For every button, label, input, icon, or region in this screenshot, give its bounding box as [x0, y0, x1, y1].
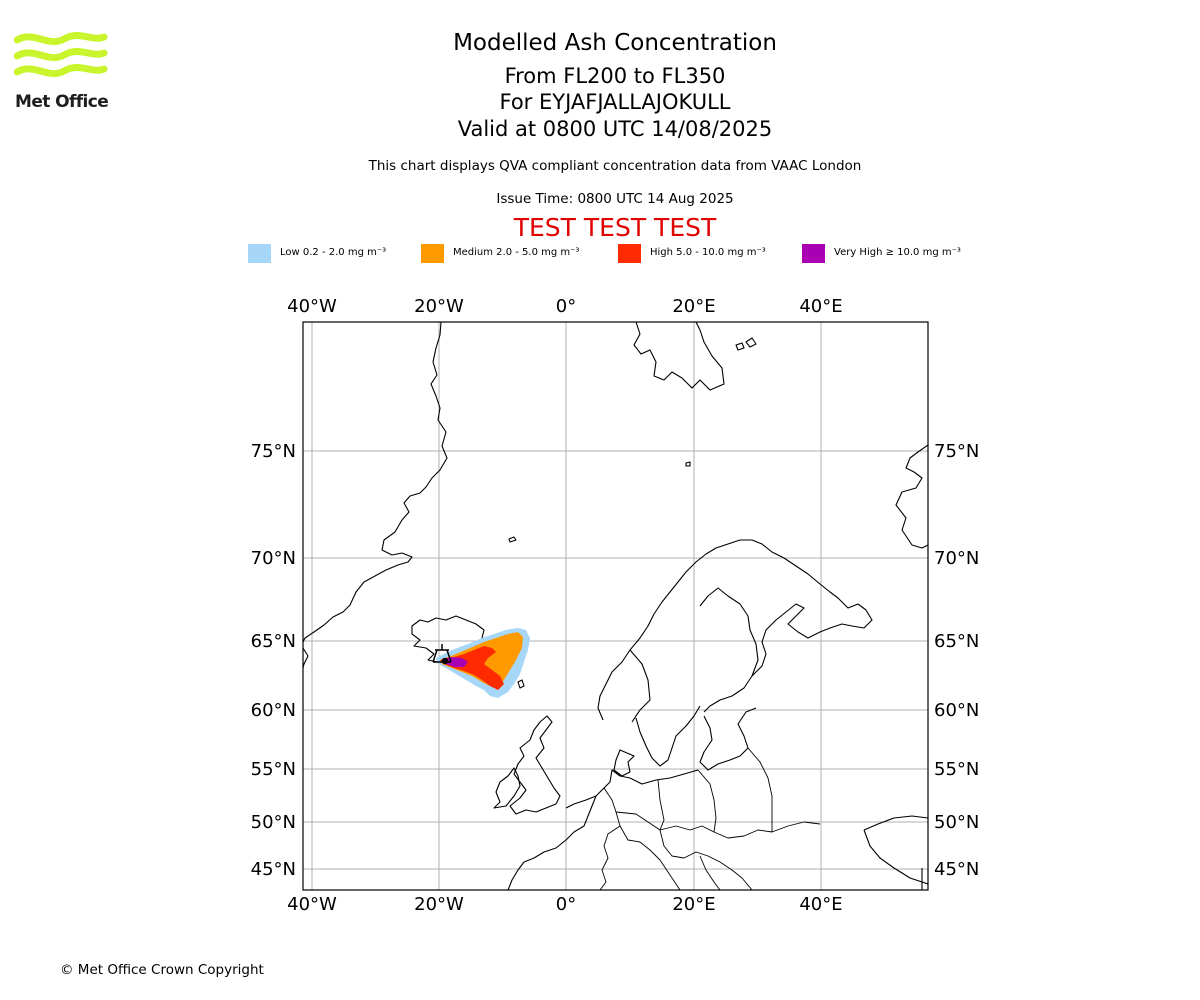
- lat-label-right-65n: 65°N: [934, 631, 979, 652]
- black-sea-coast: [863, 815, 928, 885]
- novaya-zemlya-coast: [895, 444, 928, 549]
- volcano-icon: [432, 644, 452, 665]
- lat-label-right-60n: 60°N: [934, 700, 979, 721]
- lat-label-right-55n: 55°N: [934, 759, 979, 780]
- lat-label-left-70n: 70°N: [251, 548, 296, 569]
- finland-outline: [699, 587, 759, 677]
- greenland-south-tip: [303, 647, 309, 669]
- svalbard-islet-2: [745, 337, 757, 348]
- valid-time: Valid at 0800 UTC 14/08/2025: [457, 117, 773, 141]
- north-sea-coast: [565, 769, 699, 809]
- greenland-islet: [508, 536, 517, 543]
- legend-label-low: Low 0.2 - 2.0 mg m⁻³: [280, 247, 387, 258]
- lon-label-bottom-0: 0°: [556, 894, 576, 915]
- data-source-note: This chart displays QVA compliant concen…: [368, 158, 862, 174]
- lat-label-right-70n: 70°N: [934, 548, 979, 569]
- lat-label-right-75n: 75°N: [934, 441, 979, 462]
- met-office-logo: Met Office: [13, 30, 109, 114]
- baltic-states-coast: [699, 707, 757, 771]
- lon-label-top-40w: 40°W: [287, 296, 337, 317]
- ireland-coast: [493, 767, 521, 809]
- greenland-coast: [303, 322, 448, 643]
- sweden-south-coast: [635, 705, 701, 767]
- bear-island: [685, 461, 691, 467]
- scandinavia-coast: [597, 539, 873, 721]
- legend-label-high: High 5.0 - 10.0 mg m⁻³: [650, 247, 766, 258]
- country-borders: [599, 747, 821, 890]
- coastlines: [303, 322, 928, 890]
- volcano-name: For EYJAFJALLAJOKULL: [499, 90, 731, 114]
- faroe-islands: [517, 679, 525, 689]
- france-coast: [507, 831, 575, 890]
- legend-swatch-high: [618, 244, 641, 263]
- lat-label-left-50n: 50°N: [251, 812, 296, 833]
- test-banner: TEST TEST TEST: [513, 213, 717, 242]
- netherlands-coast: [573, 795, 597, 833]
- map-gridlines: [303, 322, 928, 890]
- met-office-logo-text: Met Office: [15, 92, 109, 112]
- norway-sweden-border: [629, 649, 651, 723]
- lat-label-right-45n: 45°N: [934, 859, 979, 880]
- legend-label-medium: Medium 2.0 - 5.0 mg m⁻³: [453, 247, 580, 258]
- issue-time: Issue Time: 0800 UTC 14 Aug 2025: [496, 191, 734, 207]
- lon-label-top-20w: 20°W: [414, 296, 464, 317]
- lon-label-top-20e: 20°E: [672, 296, 715, 317]
- svalbard-coast: [633, 322, 725, 391]
- lat-label-left-60n: 60°N: [251, 700, 296, 721]
- lon-label-top-0: 0°: [556, 296, 576, 317]
- lon-label-bottom-20e: 20°E: [672, 894, 715, 915]
- ash-plume-high: [440, 646, 504, 690]
- legend-swatch-low: [248, 244, 271, 263]
- chart-title: Modelled Ash Concentration: [453, 30, 777, 56]
- lon-label-bottom-20w: 20°W: [414, 894, 464, 915]
- map-frame: [302, 321, 929, 891]
- legend-swatch-very-high: [802, 244, 825, 263]
- lat-label-left-55n: 55°N: [251, 759, 296, 780]
- met-office-wave-icon: [13, 32, 108, 78]
- legend-label-very-high: Very High ≥ 10.0 mg m⁻³: [834, 247, 961, 258]
- lat-label-left-65n: 65°N: [251, 631, 296, 652]
- lon-label-bottom-40w: 40°W: [287, 894, 337, 915]
- svalbard-islet: [735, 342, 745, 351]
- denmark-coast: [613, 749, 635, 777]
- lat-label-left-75n: 75°N: [251, 441, 296, 462]
- lon-label-top-40e: 40°E: [799, 296, 842, 317]
- level-range: From FL200 to FL350: [504, 64, 726, 88]
- ash-plume-very-high: [442, 657, 468, 667]
- ash-plume: [436, 628, 530, 698]
- lon-label-bottom-40e: 40°E: [799, 894, 842, 915]
- lat-label-left-45n: 45°N: [251, 859, 296, 880]
- lat-label-right-50n: 50°N: [934, 812, 979, 833]
- great-britain-coast: [509, 715, 561, 815]
- copyright-notice: © Met Office Crown Copyright: [60, 962, 264, 978]
- legend-swatch-medium: [421, 244, 444, 263]
